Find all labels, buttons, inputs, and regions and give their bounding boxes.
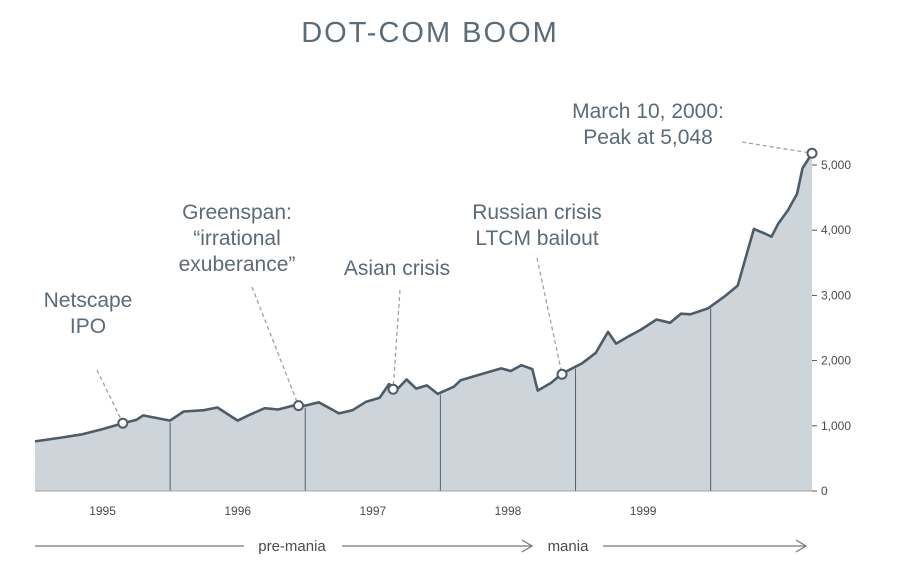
annotation-label: Asian crisis <box>344 257 450 280</box>
annotation-marker <box>117 417 129 429</box>
y-tick-label: 1,000 <box>821 419 851 433</box>
annotation-marker <box>293 400 305 412</box>
annotation-leader <box>741 141 813 154</box>
x-tick-label: 1997 <box>359 504 386 518</box>
annotation-leaders <box>96 141 813 424</box>
phase-label-pre-mania: pre-mania <box>258 538 326 555</box>
annotation-label: Russian crisis LTCM bailout <box>472 201 602 250</box>
annotation-leader <box>96 369 124 424</box>
x-tick-label: 1998 <box>495 504 522 518</box>
x-tick-label: 1995 <box>89 504 116 518</box>
annotations: Netscape IPO Greenspan: “irrational exuberan… <box>44 100 724 338</box>
series-line <box>34 152 814 443</box>
phase-arrowhead <box>795 539 808 553</box>
y-tick-label: 3,000 <box>821 288 851 302</box>
annotation-leader <box>536 257 563 375</box>
x-tick-label: 1996 <box>224 504 251 518</box>
phase-label-mania: mania <box>548 538 590 555</box>
annotation-markers <box>117 147 818 429</box>
y-tick-label: 0 <box>821 484 828 498</box>
annotation-marker <box>556 368 568 380</box>
annotation-leader <box>251 286 300 406</box>
annotation-label: March 10, 2000: Peak at 5,048 <box>572 100 724 149</box>
annotation-label: Greenspan: “irrational exuberance” <box>179 201 296 276</box>
chart-title: DOT-COM BOOM <box>301 17 559 49</box>
x-axis: 1995 1996 1997 1998 1999 <box>89 504 657 518</box>
x-tick-label: 1999 <box>630 504 657 518</box>
y-tick-label: 5,000 <box>821 158 851 172</box>
annotation-marker <box>806 147 818 159</box>
annotation-marker <box>387 383 399 395</box>
y-axis: 0 1,000 2,000 3,000 4,000 5,000 <box>812 158 851 498</box>
annotation-leader <box>392 289 401 390</box>
y-tick-label: 4,000 <box>821 223 851 237</box>
phase-arrows: pre-mania mania <box>35 538 808 555</box>
series-area <box>35 153 812 492</box>
year-divider-lines <box>169 308 712 491</box>
y-tick-label: 2,000 <box>821 354 851 368</box>
annotation-label: Netscape IPO <box>44 289 133 338</box>
phase-arrowhead <box>521 539 534 553</box>
